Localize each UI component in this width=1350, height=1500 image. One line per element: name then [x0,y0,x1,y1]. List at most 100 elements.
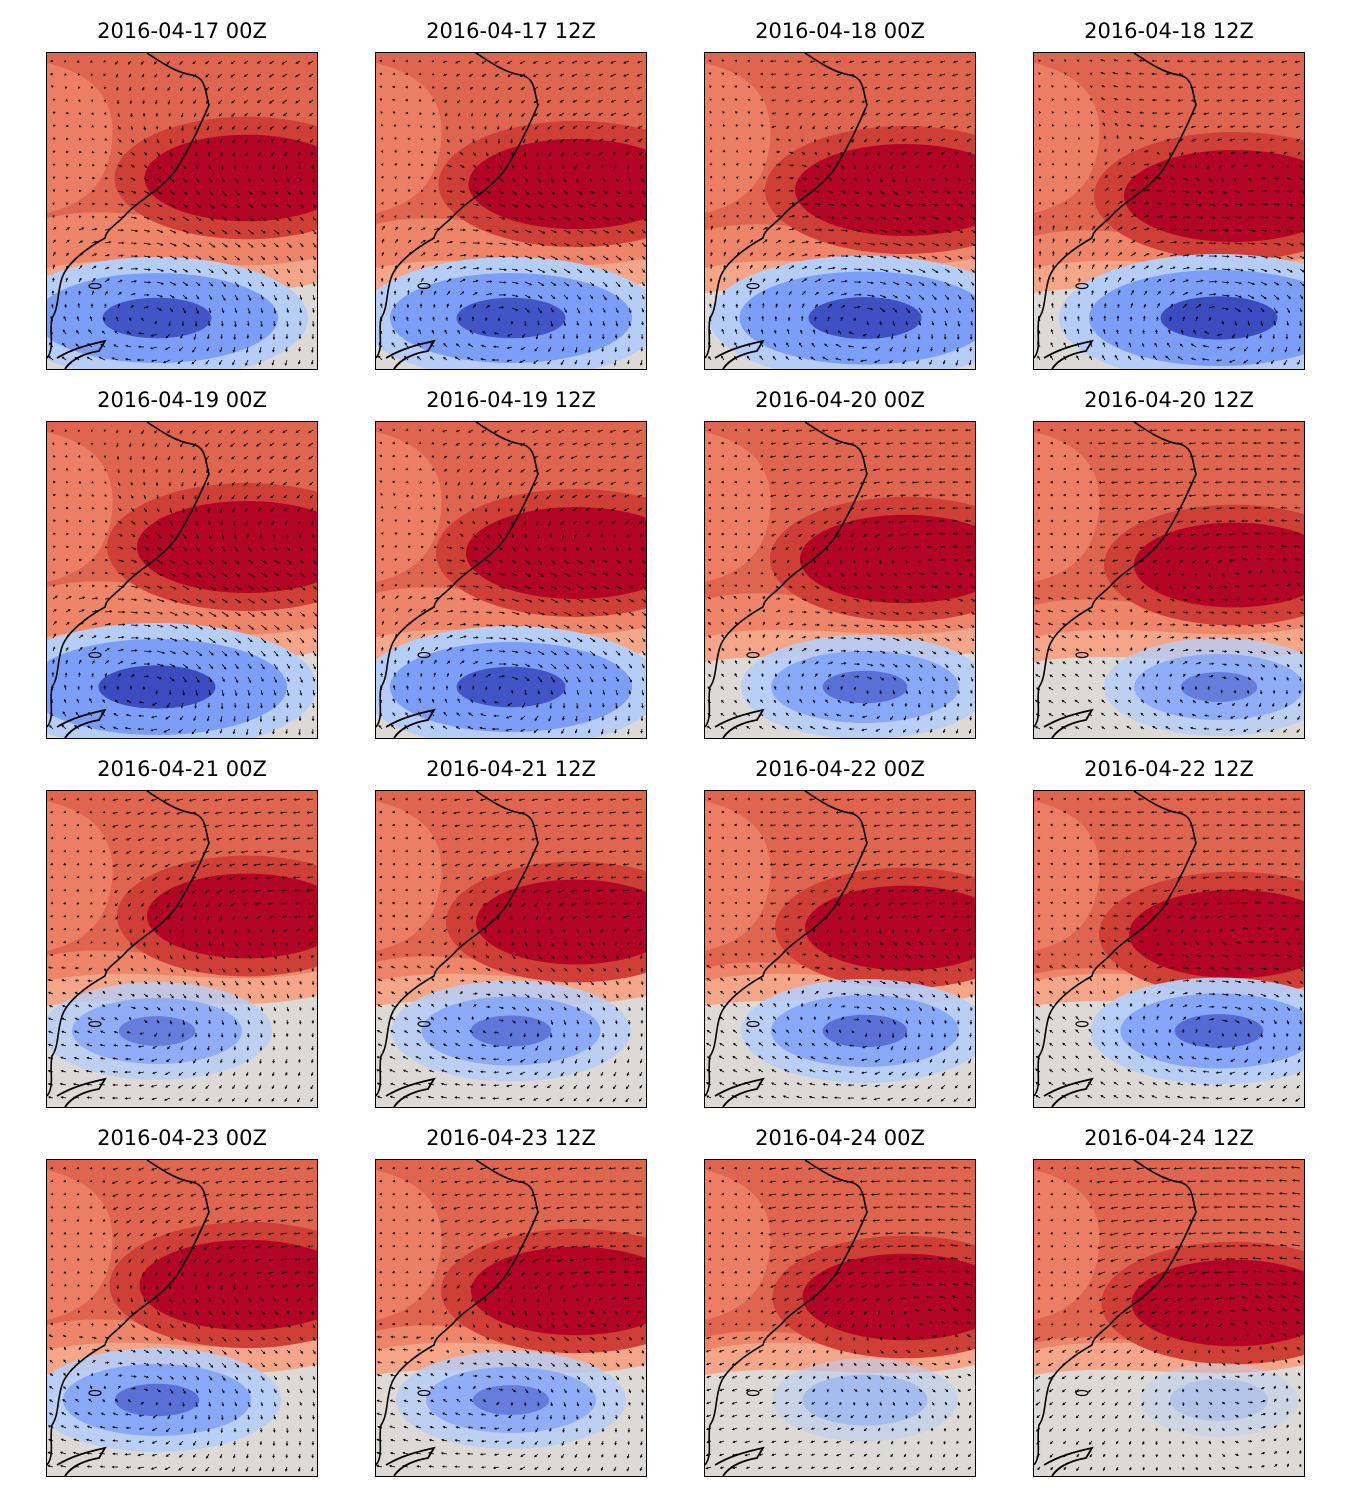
wind-arrow-head [158,166,161,170]
wind-arrow-head [748,136,752,140]
wind-arrow-head [53,532,57,536]
wind-arrow-head [135,229,139,233]
wind-arrow-head [493,332,497,335]
wind-arrow-head [502,204,505,207]
wind-arrow-head [1255,99,1259,102]
wind-arrow-head [141,431,144,435]
wind-arrow-head [132,152,135,156]
wind-arrow-head [224,231,228,234]
wind-arrow [182,598,190,603]
wind-arrow-head [98,356,102,360]
wind-arrow-head [609,74,613,77]
wind-arrow-head [285,166,289,170]
wind-arrow-head [159,191,162,195]
wind-arrow-head [407,176,411,179]
wind-arrow-head [408,163,411,166]
wind-arrow-head [286,310,289,314]
wind-arrow-head [218,456,222,460]
wind-arrow-head [237,626,241,630]
wind-arrow-head [972,256,975,260]
wind-arrow-head [308,100,312,104]
wind-arrow-head [1051,201,1055,205]
wind-arrow [299,676,303,683]
wind-arrow-head [433,189,437,193]
wind-arrow-head [186,231,190,234]
wind-arrow-head [1077,214,1081,218]
wind-arrow-head [1112,84,1116,88]
panel-title: 2016-04-17 00Z [97,19,267,43]
wind-arrow-head [874,360,877,363]
wind-arrow-head [708,85,712,89]
wind-arrow-head [1133,252,1137,255]
wind-arrow-head [213,614,217,617]
wind-arrow-head [196,536,199,539]
wind-arrow-head [270,509,274,512]
wind-arrow-head [1189,59,1193,63]
wind-arrow [822,356,829,361]
wind-arrow-head [146,293,150,297]
wind-arrow-head [598,152,602,156]
wind-arrow-head [116,430,119,434]
wind-arrow-head [94,622,98,626]
wind-arrow-head [1213,293,1217,296]
wind-arrow-head [182,693,185,696]
wind-arrow-head [476,203,480,207]
wind-arrow-head [225,600,228,603]
wind-arrow-head [394,202,398,205]
wind-arrow [1130,227,1137,231]
wind-arrow-head [749,189,753,192]
wind-arrow [879,268,888,272]
wind-arrow-head [1240,255,1243,259]
wind-arrow-head [64,684,67,688]
wind-arrow [192,346,197,353]
wind-arrow [273,689,276,696]
wind-arrow-head [298,361,301,365]
wind-arrow-head [224,653,228,657]
wind-arrow-head [196,179,200,183]
wind-arrow-head [1119,239,1123,243]
wind-arrow-head [1051,136,1055,140]
wind-arrow-head [104,163,108,167]
wind-arrow-head [301,205,304,209]
wind-arrow-head [541,243,545,247]
wind-arrow [840,216,847,219]
wind-arrow-head [1258,349,1261,352]
map-plot [47,53,317,369]
wind-arrow-head [864,139,867,143]
wind-arrow-head [270,139,274,143]
wind-arrow [260,190,266,195]
wind-arrow-head [1125,110,1129,114]
wind-arrow [156,572,163,576]
wind-arrow-head [275,191,278,195]
wind-arrow-head [922,243,926,246]
wind-arrow [247,585,254,590]
wind-arrow [273,611,279,616]
wind-arrow-head [508,114,512,117]
wind-arrow [788,240,795,244]
wind-arrow-head [1102,122,1105,126]
wind-arrow-head [195,693,199,697]
wind-arrow-head [302,613,306,617]
wind-arrow-head [67,239,70,243]
wind-arrow-head [1078,225,1082,229]
wind-arrow-head [956,165,959,169]
wind-arrow-head [76,330,79,333]
wind-arrow-head [771,99,775,102]
wind-arrow [589,229,597,234]
wind-arrow-head [1077,201,1081,205]
wind-arrow-head [853,317,856,321]
wind-arrow-head [237,244,241,248]
wind-arrow-head [1169,316,1172,320]
wind-arrow-head [1090,215,1094,218]
wind-arrow-head [923,256,926,260]
wind-arrow-head [284,522,288,526]
wind-arrow-head [149,650,152,653]
wind-arrow-head [1090,136,1094,140]
wind-arrow-head [223,284,227,287]
wind-arrow [1234,268,1243,271]
wind-arrow-head [1270,361,1274,365]
wind-arrow-head [1139,137,1142,140]
wind-arrow-head [288,640,292,643]
wind-arrow-head [476,267,480,270]
wind-arrow-head [300,548,303,551]
